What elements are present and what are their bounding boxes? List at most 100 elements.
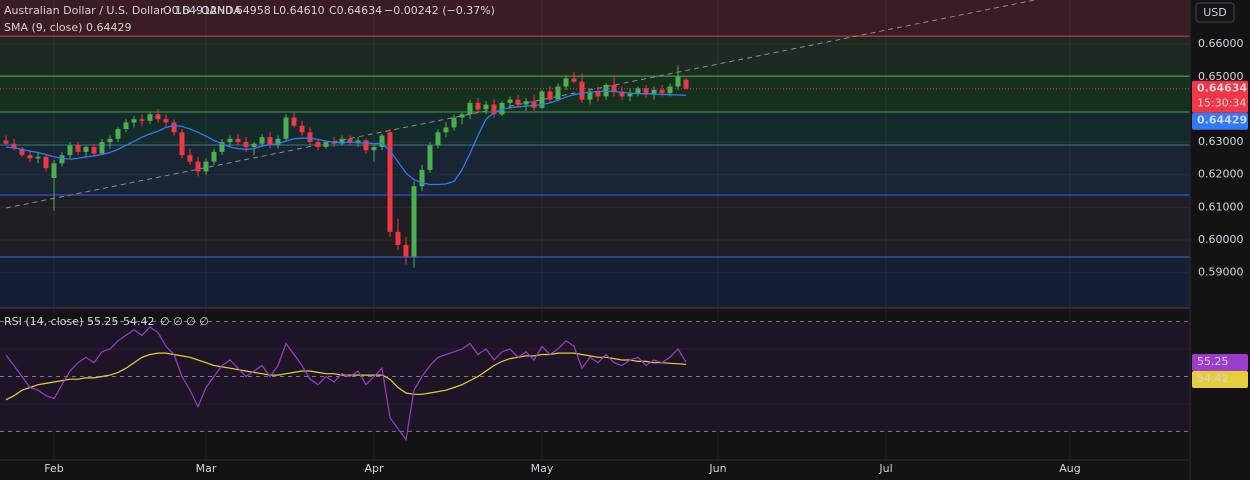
zone [0,0,1190,37]
candle-body [331,142,337,144]
x-tick-label: Mar [196,462,217,475]
quote-change: −0.00242 (−0.37%) [384,4,495,17]
countdown-label: 15:30:34 [1197,97,1246,110]
candle-body [611,84,617,92]
chart-title: Australian Dollar / U.S. Dollar · 1D · O… [4,4,241,17]
candle-body [595,91,601,97]
candle-body [467,102,473,115]
candle-body [123,122,129,130]
candle-body [307,132,313,143]
candle-body [59,155,65,164]
candle-body [11,143,17,149]
rsi-legend-name: RSI (14, close) [4,315,83,328]
sma-line [5,90,687,186]
candle-body [419,169,425,187]
candle-body [683,79,689,89]
candle-body [475,102,481,110]
candle-body [99,142,105,154]
zone [0,112,1190,146]
candle-body [539,91,545,108]
currency-label: USD [1203,6,1227,19]
quote-open: O0.64912 [163,4,217,17]
candle-body [667,86,673,94]
rsi-value-box [1192,354,1248,372]
zone [0,194,1190,258]
candle-body [571,78,577,82]
candle-body [411,186,417,257]
last-price-box [1192,80,1248,113]
candle-body [619,91,625,97]
candle-body [83,146,89,152]
x-tick-label: Jul [878,462,892,475]
rsi-value-label: 55.25 [1197,355,1229,368]
rsi-extra-legend: ∅ ∅ ∅ ∅ [160,315,209,328]
candle-body [219,142,225,152]
rsi-ma-value-label: 54.42 [1197,372,1229,385]
rsi-ma-value-box [1192,371,1248,389]
candle-body [51,163,57,178]
candle-body [531,101,537,108]
candle-body [627,93,633,97]
y-tick-label: 0.66000 [1198,37,1244,50]
candle-body [91,146,97,154]
candle-body [555,86,561,100]
candle-body [259,137,265,144]
x-tick-label: Aug [1059,462,1080,475]
candle-body [635,88,641,94]
zone [0,36,1190,77]
candle-body [563,78,569,87]
x-tick-label: Jun [708,462,726,475]
candle-body [171,122,177,133]
sma-legend-name: SMA (9, close) [4,21,82,34]
candle-body [35,156,41,159]
last-price-label: 0.64634 [1197,82,1247,95]
candle-body [179,132,185,156]
candle-body [43,156,49,169]
candle-body [139,119,145,121]
candle-body [387,132,393,232]
candle-body [395,231,401,245]
candle-body [507,99,513,103]
candle-body [323,142,329,147]
candle-body [299,125,305,133]
candle-body [211,151,217,162]
candle-body [187,155,193,162]
x-tick-label: May [531,462,554,475]
candle-body [267,137,273,146]
candle-body [659,89,665,94]
rsi-line [5,326,687,442]
candle-body [651,89,657,95]
candle-body [491,104,497,115]
candle-body [347,138,353,143]
candle-body [435,132,441,146]
quote-low: L0.64610 [273,4,325,17]
price-scale [1190,0,1250,480]
candle-body [291,117,297,126]
sma-legend-value: 0.64429 [86,21,132,34]
zone [0,76,1190,113]
candle-body [203,161,209,172]
candle-body [675,76,681,87]
quote-high: H0.64958 [217,4,271,17]
sma-price-box [1192,112,1248,130]
candle-body [19,148,25,156]
candle-body [451,117,457,128]
candle-body [443,127,449,133]
candle-body [283,117,289,139]
candle-body [499,102,505,115]
candle-body [27,155,33,159]
candle-body [115,129,121,139]
candle-body [547,91,553,100]
candle-body [523,101,529,105]
rsi-ma-legend-value: 54.42 [123,315,155,328]
candle-body [315,142,321,147]
candle-body [75,145,81,152]
candle-body [355,140,361,143]
candle-body [131,119,137,123]
candle-body [339,138,345,144]
rsi-legend-value: 55.25 [87,315,119,328]
candle-body [235,138,241,143]
y-tick-label: 0.60000 [1198,233,1244,246]
